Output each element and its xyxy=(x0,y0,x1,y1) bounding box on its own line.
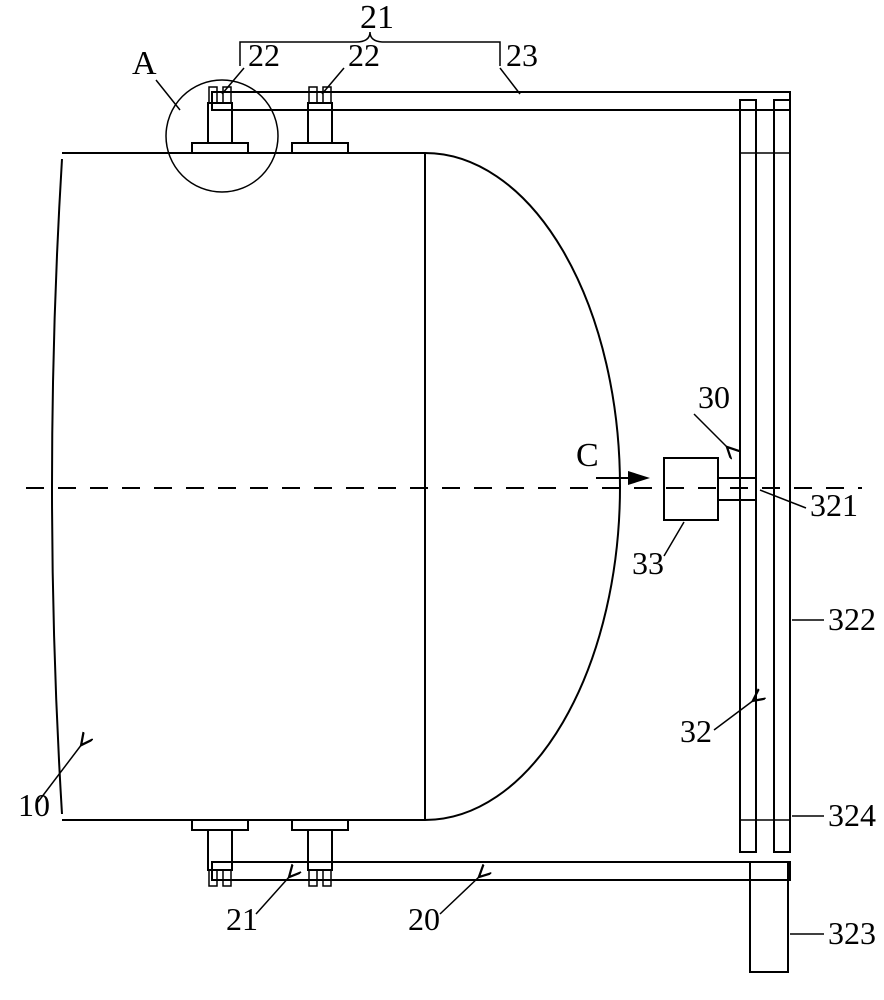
tank-left-break xyxy=(52,159,62,814)
lead-33 xyxy=(664,522,684,556)
lbl-21b: 21 xyxy=(226,901,258,937)
lbl-21: 21 xyxy=(360,0,394,36)
clamp-2 xyxy=(192,820,248,886)
lbl-C: C xyxy=(576,437,599,474)
arrow-c-head xyxy=(628,471,650,485)
lbl-323: 323 xyxy=(828,915,876,951)
lbl-22R: 22 xyxy=(348,37,380,73)
lbl-30: 30 xyxy=(698,379,730,415)
clamp-0 xyxy=(192,87,248,153)
pillar-col-right xyxy=(774,100,790,852)
lbl-10: 10 xyxy=(18,787,50,823)
arm-bottom xyxy=(212,862,790,880)
lead-A xyxy=(156,80,180,110)
lead-20 xyxy=(440,876,480,914)
lead-32 xyxy=(714,700,754,730)
tank-right-dome xyxy=(425,153,620,820)
lead-22L xyxy=(222,68,244,94)
clamp-3 xyxy=(292,820,348,886)
lbl-A: A xyxy=(132,45,157,82)
pillar-foot xyxy=(750,862,788,972)
lbl-22L: 22 xyxy=(248,37,280,73)
lead-30 xyxy=(694,414,728,448)
lbl-23: 23 xyxy=(506,37,538,73)
lbl-33: 33 xyxy=(632,545,664,581)
lbl-324: 324 xyxy=(828,797,876,833)
lbl-321: 321 xyxy=(810,487,858,523)
pillar-col-left xyxy=(740,100,756,852)
lead-22R xyxy=(322,68,344,94)
lbl-20: 20 xyxy=(408,901,440,937)
arm-top xyxy=(212,92,790,110)
lead-321 xyxy=(760,490,806,508)
detail-circle-a xyxy=(166,80,278,192)
lbl-322: 322 xyxy=(828,601,876,637)
clamp-1 xyxy=(292,87,348,153)
lead-21b xyxy=(256,876,290,914)
engineering-diagram: 21 A 22 22 23 C 30 321 33 322 32 10 324 21 20 323 xyxy=(0,0,884,1000)
lbl-32: 32 xyxy=(680,713,712,749)
